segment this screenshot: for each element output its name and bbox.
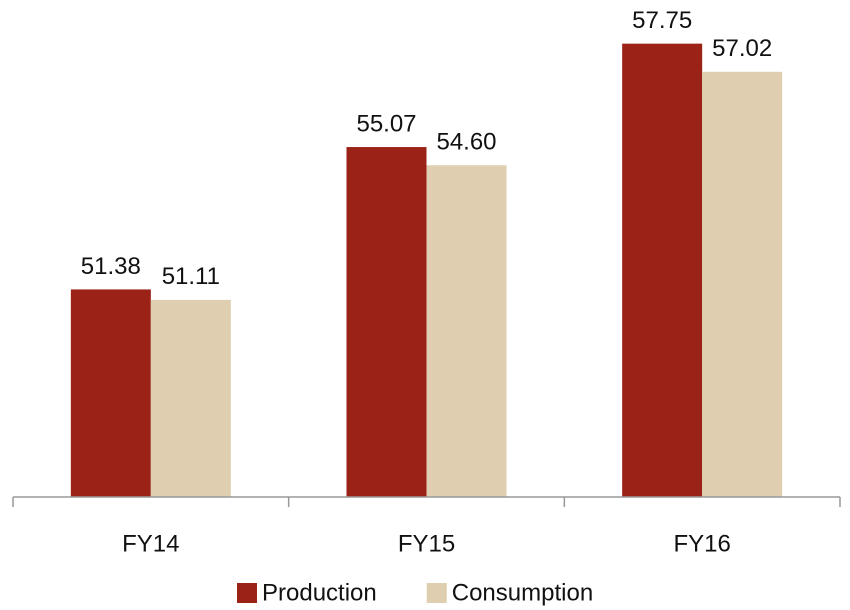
bar (702, 71, 783, 497)
data-label: 51.11 (162, 263, 220, 290)
legend-label: Consumption (452, 579, 593, 606)
data-label: 51.38 (81, 253, 141, 280)
bar (70, 289, 151, 497)
bar (622, 43, 703, 497)
legend-swatch (426, 583, 447, 603)
bar (346, 147, 427, 497)
data-label: 54.60 (436, 129, 496, 156)
x-tick-label: FY15 (398, 530, 455, 557)
bar (426, 165, 507, 497)
legend-label: Production (262, 579, 377, 606)
data-label: 57.02 (712, 35, 772, 62)
data-label: 57.75 (632, 7, 692, 34)
x-tick-label: FY14 (122, 530, 179, 557)
legend-swatch (237, 583, 257, 603)
bar (150, 299, 231, 497)
x-tick-label: FY16 (673, 530, 730, 557)
data-label: 55.07 (356, 110, 416, 137)
